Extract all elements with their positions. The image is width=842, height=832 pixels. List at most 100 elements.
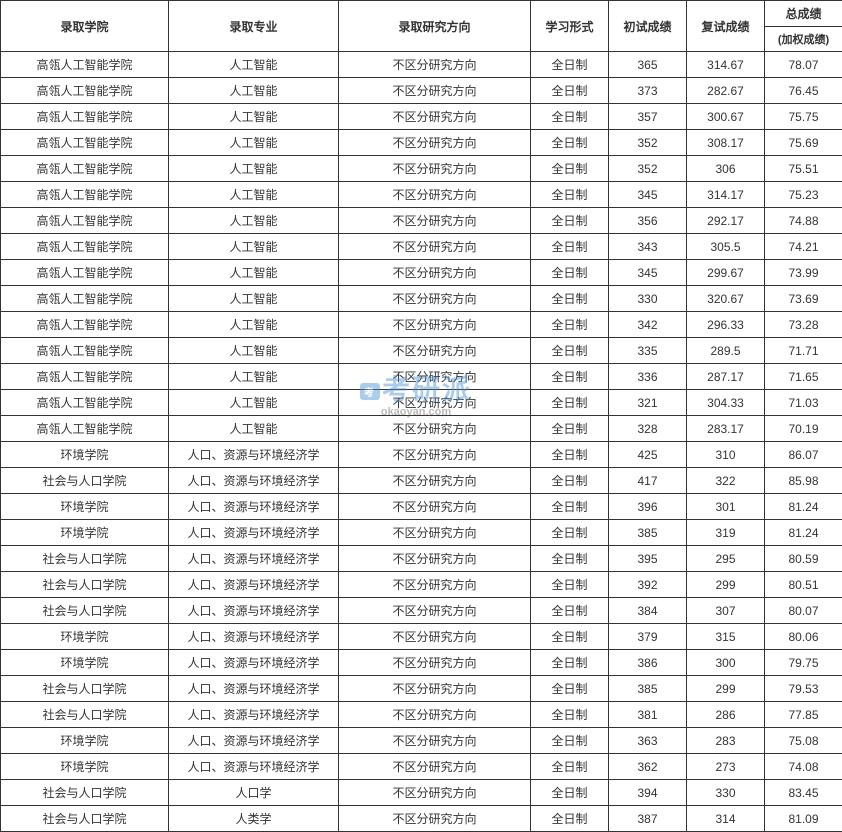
table-cell: 不区分研究方向 — [339, 104, 531, 130]
table-cell: 全日制 — [531, 364, 609, 390]
table-row: 高瓴人工智能学院人工智能不区分研究方向全日制357300.6775.75 — [1, 104, 842, 130]
table-cell: 不区分研究方向 — [339, 598, 531, 624]
table-cell: 人口、资源与环境经济学 — [169, 702, 339, 728]
table-cell: 77.85 — [765, 702, 842, 728]
table-cell: 人工智能 — [169, 52, 339, 78]
table-cell: 高瓴人工智能学院 — [1, 78, 169, 104]
header-major: 录取专业 — [169, 1, 339, 52]
table-cell: 全日制 — [531, 416, 609, 442]
header-initial-score: 初试成绩 — [609, 1, 687, 52]
table-row: 环境学院人口、资源与环境经济学不区分研究方向全日制38531981.24 — [1, 520, 842, 546]
table-cell: 高瓴人工智能学院 — [1, 260, 169, 286]
table-cell: 330 — [687, 780, 765, 806]
table-cell: 环境学院 — [1, 442, 169, 468]
table-cell: 环境学院 — [1, 520, 169, 546]
table-cell: 全日制 — [531, 442, 609, 468]
table-cell: 不区分研究方向 — [339, 182, 531, 208]
table-cell: 高瓴人工智能学院 — [1, 312, 169, 338]
table-cell: 社会与人口学院 — [1, 676, 169, 702]
table-cell: 人口、资源与环境经济学 — [169, 520, 339, 546]
table-cell: 全日制 — [531, 208, 609, 234]
table-cell: 417 — [609, 468, 687, 494]
table-cell: 环境学院 — [1, 650, 169, 676]
table-cell: 社会与人口学院 — [1, 806, 169, 832]
table-cell: 全日制 — [531, 806, 609, 832]
table-row: 高瓴人工智能学院人工智能不区分研究方向全日制342296.3373.28 — [1, 312, 842, 338]
table-row: 社会与人口学院人口、资源与环境经济学不区分研究方向全日制39529580.59 — [1, 546, 842, 572]
table-cell: 385 — [609, 676, 687, 702]
table-cell: 314.17 — [687, 182, 765, 208]
table-cell: 80.51 — [765, 572, 842, 598]
table-cell: 高瓴人工智能学院 — [1, 104, 169, 130]
table-row: 环境学院人口、资源与环境经济学不区分研究方向全日制38630079.75 — [1, 650, 842, 676]
table-cell: 人口、资源与环境经济学 — [169, 598, 339, 624]
table-cell: 86.07 — [765, 442, 842, 468]
table-row: 社会与人口学院人口学不区分研究方向全日制39433083.45 — [1, 780, 842, 806]
table-cell: 人口、资源与环境经济学 — [169, 754, 339, 780]
table-cell: 人口、资源与环境经济学 — [169, 442, 339, 468]
table-cell: 384 — [609, 598, 687, 624]
table-cell: 300.67 — [687, 104, 765, 130]
table-cell: 362 — [609, 754, 687, 780]
table-cell: 308.17 — [687, 130, 765, 156]
table-cell: 352 — [609, 130, 687, 156]
table-cell: 345 — [609, 182, 687, 208]
table-cell: 不区分研究方向 — [339, 156, 531, 182]
table-cell: 71.65 — [765, 364, 842, 390]
table-cell: 全日制 — [531, 338, 609, 364]
table-cell: 363 — [609, 728, 687, 754]
table-row: 高瓴人工智能学院人工智能不区分研究方向全日制336287.1771.65 — [1, 364, 842, 390]
table-cell: 环境学院 — [1, 494, 169, 520]
table-row: 环境学院人口、资源与环境经济学不区分研究方向全日制39630181.24 — [1, 494, 842, 520]
table-cell: 高瓴人工智能学院 — [1, 156, 169, 182]
table-row: 高瓴人工智能学院人工智能不区分研究方向全日制345314.1775.23 — [1, 182, 842, 208]
table-row: 高瓴人工智能学院人工智能不区分研究方向全日制321304.3371.03 — [1, 390, 842, 416]
table-cell: 335 — [609, 338, 687, 364]
table-cell: 全日制 — [531, 104, 609, 130]
table-cell: 不区分研究方向 — [339, 78, 531, 104]
table-row: 社会与人口学院人口、资源与环境经济学不区分研究方向全日制39229980.51 — [1, 572, 842, 598]
table-cell: 322 — [687, 468, 765, 494]
table-row: 高瓴人工智能学院人工智能不区分研究方向全日制345299.6773.99 — [1, 260, 842, 286]
table-row: 环境学院人口、资源与环境经济学不区分研究方向全日制36328375.08 — [1, 728, 842, 754]
header-total-score: 总成绩 — [765, 1, 842, 27]
table-cell: 396 — [609, 494, 687, 520]
table-cell: 373 — [609, 78, 687, 104]
table-cell: 环境学院 — [1, 728, 169, 754]
table-cell: 73.28 — [765, 312, 842, 338]
table-row: 社会与人口学院人口、资源与环境经济学不区分研究方向全日制38128677.85 — [1, 702, 842, 728]
table-cell: 高瓴人工智能学院 — [1, 234, 169, 260]
table-cell: 不区分研究方向 — [339, 494, 531, 520]
table-cell: 人工智能 — [169, 312, 339, 338]
table-cell: 不区分研究方向 — [339, 572, 531, 598]
table-cell: 79.75 — [765, 650, 842, 676]
table-cell: 395 — [609, 546, 687, 572]
table-cell: 357 — [609, 104, 687, 130]
table-row: 高瓴人工智能学院人工智能不区分研究方向全日制335289.571.71 — [1, 338, 842, 364]
table-cell: 社会与人口学院 — [1, 572, 169, 598]
table-cell: 319 — [687, 520, 765, 546]
header-row-1: 录取学院 录取专业 录取研究方向 学习形式 初试成绩 复试成绩 总成绩 — [1, 1, 842, 27]
table-cell: 289.5 — [687, 338, 765, 364]
table-cell: 328 — [609, 416, 687, 442]
table-cell: 287.17 — [687, 364, 765, 390]
table-cell: 全日制 — [531, 286, 609, 312]
table-cell: 75.69 — [765, 130, 842, 156]
table-cell: 不区分研究方向 — [339, 338, 531, 364]
table-cell: 75.75 — [765, 104, 842, 130]
table-cell: 286 — [687, 702, 765, 728]
table-cell: 81.24 — [765, 494, 842, 520]
table-cell: 345 — [609, 260, 687, 286]
table-cell: 80.59 — [765, 546, 842, 572]
table-cell: 306 — [687, 156, 765, 182]
table-cell: 71.03 — [765, 390, 842, 416]
table-cell: 人工智能 — [169, 286, 339, 312]
table-cell: 人工智能 — [169, 416, 339, 442]
table-cell: 75.51 — [765, 156, 842, 182]
table-cell: 不区分研究方向 — [339, 702, 531, 728]
table-cell: 314.67 — [687, 52, 765, 78]
table-cell: 425 — [609, 442, 687, 468]
admission-table: 录取学院 录取专业 录取研究方向 学习形式 初试成绩 复试成绩 总成绩 (加权成… — [0, 0, 842, 832]
table-cell: 人口、资源与环境经济学 — [169, 572, 339, 598]
table-cell: 人工智能 — [169, 130, 339, 156]
